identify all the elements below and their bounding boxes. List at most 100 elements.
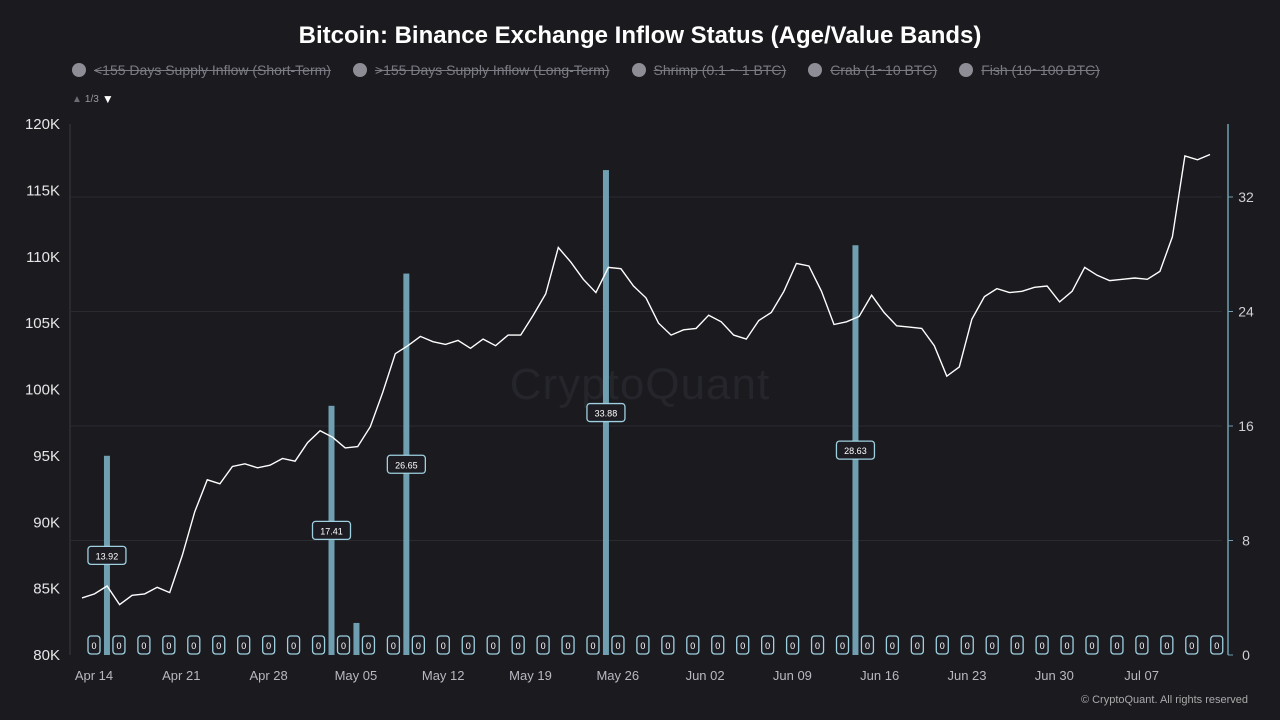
data-label: 0 xyxy=(790,641,795,651)
data-label-box xyxy=(1135,635,1149,655)
left-axis-tick-label: 85K xyxy=(33,581,60,598)
left-axis-tick-label: 110K xyxy=(26,249,60,266)
x-axis-tick-label: Jun 16 xyxy=(860,668,899,683)
data-label-box xyxy=(261,635,276,655)
page-down-icon[interactable]: ▼ xyxy=(101,92,114,106)
x-axis-tick-label: Jul 07 xyxy=(1124,668,1159,683)
data-label-box xyxy=(910,635,924,655)
left-axis-tick-label: 100K xyxy=(25,382,60,399)
legend-item-shrimp[interactable]: Shrimp (0.1 ~ 1 BTC) xyxy=(631,62,787,78)
legend-item-crab[interactable]: Crab (1~10 BTC) xyxy=(808,62,937,78)
data-label-box xyxy=(311,635,326,655)
legend-item-short-term[interactable]: <155 Days Supply Inflow (Short-Term) xyxy=(72,62,331,78)
right-axis-tick-label: 8 xyxy=(1242,532,1250,548)
data-label: 0 xyxy=(665,641,670,651)
data-label: 13.92 xyxy=(96,551,119,561)
data-label: 0 xyxy=(865,641,870,651)
data-label: 0 xyxy=(615,641,620,651)
data-label: 0 xyxy=(715,641,720,651)
data-label-box xyxy=(162,635,176,655)
x-axis-tick-label: Jun 23 xyxy=(947,668,986,683)
data-label: 0 xyxy=(216,641,221,651)
legend-dot-icon xyxy=(631,63,646,77)
data-label: 0 xyxy=(965,641,970,651)
data-label-box xyxy=(237,635,251,655)
data-label-box xyxy=(386,635,401,655)
data-label: 0 xyxy=(291,641,296,651)
data-label-box xyxy=(1210,635,1224,655)
data-label-box xyxy=(885,635,900,655)
data-label: 0 xyxy=(341,641,346,651)
data-label-box xyxy=(636,635,650,655)
data-label: 0 xyxy=(541,641,546,651)
data-label: 0 xyxy=(141,641,146,651)
data-label-box xyxy=(386,454,427,474)
data-label-box xyxy=(960,635,974,655)
data-label-box xyxy=(686,635,700,655)
data-label: 0 xyxy=(116,641,121,651)
data-label: 0 xyxy=(1040,641,1045,651)
data-label-box xyxy=(1110,635,1124,655)
data-label-box xyxy=(1085,635,1099,655)
data-label-box xyxy=(137,635,151,655)
data-label: 0 xyxy=(466,641,471,651)
data-label: 0 xyxy=(1214,641,1219,651)
right-axis-tick-label: 32 xyxy=(1238,189,1254,205)
data-label-box xyxy=(611,635,625,655)
data-label-box xyxy=(87,545,127,566)
data-label-box xyxy=(561,635,575,655)
data-label-box xyxy=(461,635,475,655)
data-label: 0 xyxy=(491,641,496,651)
data-label: 0 xyxy=(241,641,246,651)
left-axis-tick-label: 90K xyxy=(33,514,60,531)
data-label: 0 xyxy=(765,641,770,651)
data-label-box xyxy=(511,635,525,655)
data-label-box xyxy=(536,635,550,655)
data-label-box xyxy=(761,635,775,655)
data-label-box xyxy=(1060,635,1074,655)
data-label-box xyxy=(361,635,376,655)
left-axis-tick-label: 105K xyxy=(25,315,60,332)
data-label-box xyxy=(336,635,351,655)
data-label-box xyxy=(1160,635,1174,655)
x-axis-tick-label: May 05 xyxy=(335,668,378,683)
x-axis-tick-label: Apr 28 xyxy=(249,668,287,683)
data-label: 0 xyxy=(1089,641,1094,651)
legend-item-fish[interactable]: Fish (10~100 BTC) xyxy=(959,62,1100,78)
data-label-box xyxy=(785,635,800,655)
data-label: 0 xyxy=(1015,641,1020,651)
data-label: 0 xyxy=(840,641,845,651)
legend-label: >155 Days Supply Inflow (Long-Term) xyxy=(374,62,610,78)
data-label: 0 xyxy=(1164,641,1169,651)
data-label: 33.88 xyxy=(595,409,618,419)
data-label-box xyxy=(835,635,850,655)
page-up-icon[interactable]: ▲ xyxy=(72,93,82,105)
legend-dot-icon xyxy=(72,63,86,77)
data-label: 0 xyxy=(266,641,271,651)
data-label-box xyxy=(736,635,750,655)
data-label-box xyxy=(586,635,600,655)
data-label: 0 xyxy=(590,641,595,651)
data-label: 0 xyxy=(366,641,371,651)
legend-item-long-term[interactable]: >155 Days Supply Inflow (Long-Term) xyxy=(352,62,610,78)
data-label-box xyxy=(985,635,999,655)
data-label-box xyxy=(486,635,500,655)
data-label: 17.41 xyxy=(320,526,343,536)
legend-dot-icon xyxy=(959,63,974,77)
legend: <155 Days Supply Inflow (Short-Term) >15… xyxy=(72,62,1212,78)
data-label: 0 xyxy=(940,641,945,651)
x-axis-tick-label: Jun 02 xyxy=(686,668,725,683)
legend-label: Shrimp (0.1 ~ 1 BTC) xyxy=(653,62,787,78)
data-label: 0 xyxy=(915,641,920,651)
left-axis-tick-label: 80K xyxy=(33,647,60,664)
btc-price-line xyxy=(81,153,1211,606)
legend-label: <155 Days Supply Inflow (Short-Term) xyxy=(94,62,331,78)
data-label-box xyxy=(187,635,201,655)
data-label: 0 xyxy=(690,641,695,651)
data-label-box xyxy=(1035,635,1049,655)
legend-pager: ▲ 1/3 ▼ xyxy=(72,92,114,106)
data-label-box xyxy=(586,402,626,423)
data-label: 0 xyxy=(441,641,446,651)
x-axis-tick-label: Jun 30 xyxy=(1035,668,1074,683)
